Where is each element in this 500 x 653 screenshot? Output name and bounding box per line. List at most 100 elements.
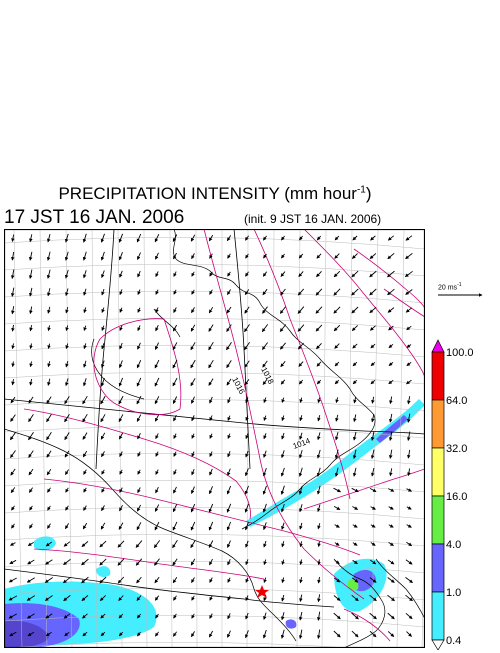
wind-vector [65, 360, 69, 368]
wind-vector [299, 559, 303, 566]
wind-vector [244, 503, 250, 513]
wind-vector [227, 630, 231, 638]
wind-vector [119, 289, 123, 296]
wind-vector [244, 485, 249, 495]
grid-latitude-line [4, 506, 425, 520]
wind-vector [406, 631, 412, 637]
wind-vector [388, 524, 394, 528]
isobar-3 [303, 229, 425, 380]
wind-vector [11, 505, 15, 511]
wind-vector [333, 288, 341, 296]
wind-vector [299, 415, 303, 422]
wind-vector [280, 503, 285, 513]
wind-vector [263, 235, 267, 241]
wind-vector [371, 467, 375, 477]
wind-vector [45, 559, 53, 565]
wind-vector [209, 595, 213, 601]
wind-vector [406, 379, 412, 385]
wind-vector [226, 306, 232, 314]
wind-vector [119, 487, 123, 493]
wind-vector [209, 433, 213, 439]
wind-vector [209, 468, 213, 476]
wind-vector [63, 595, 71, 601]
grid-latitude-line [4, 641, 355, 648]
wind-vector [208, 540, 214, 549]
wind-vector [352, 542, 358, 546]
wind-vector [352, 361, 358, 367]
colorbar-level-label: 32.0 [446, 443, 467, 455]
wind-vector [81, 541, 89, 547]
wind-vector [155, 631, 159, 637]
grid-longitude-line [39, 229, 48, 648]
wind-vector [298, 485, 303, 495]
wind-vector [47, 487, 51, 493]
wind-vector [11, 379, 15, 386]
wind-vector [389, 468, 393, 477]
wind-vector [317, 397, 321, 404]
wind-vector [29, 361, 33, 368]
wind-vector [334, 379, 340, 385]
wind-vector [83, 505, 87, 511]
wind-vector [279, 324, 287, 332]
init-time: (init. 9 JST 16 JAN. 2006) [244, 212, 382, 226]
wind-vector [65, 378, 69, 387]
wind-vector [173, 595, 177, 601]
wind-vector [245, 559, 249, 566]
wind-vector [82, 522, 88, 530]
wind-vector [316, 270, 322, 278]
wind-vector [64, 432, 70, 441]
wind-vector [154, 504, 160, 512]
wind-vector [315, 324, 323, 332]
wind-vector [191, 451, 195, 457]
wind-vector [404, 270, 413, 278]
wind-vector [65, 325, 69, 332]
valid-time: 17 JST 16 JAN. 2006 [4, 207, 185, 228]
wind-vector [262, 360, 268, 368]
wind-vector [370, 379, 376, 385]
title-exponent: -1 [356, 184, 366, 196]
wind-vector [226, 360, 232, 369]
wind-vector [227, 433, 231, 439]
wind-vector [226, 521, 232, 531]
wind-vector [100, 432, 106, 440]
wind-vector [262, 271, 268, 277]
border-south [4, 568, 335, 608]
wind-vector [64, 631, 70, 637]
wind-vector [370, 361, 376, 367]
wind-vector [11, 234, 15, 242]
grid-latitude-line [4, 587, 425, 601]
wind-vector [29, 343, 33, 350]
precip-band-core [376, 415, 408, 443]
wind-vector [316, 379, 322, 385]
wind-vector [209, 396, 213, 404]
wind-vector [226, 503, 232, 513]
map-frame [3, 228, 426, 649]
wind-vector [333, 306, 341, 314]
wind-vector [335, 397, 339, 404]
wind-vector [227, 253, 231, 259]
wind-vector [83, 288, 87, 296]
wind-vector [172, 558, 178, 566]
wind-vector [334, 542, 340, 546]
wind-vector [389, 413, 393, 423]
wind-vector [136, 360, 142, 369]
wind-vector [190, 378, 196, 387]
wind-vector [317, 594, 321, 603]
wind-vector [117, 540, 125, 548]
wind-vector [316, 235, 322, 241]
wind-vector [65, 306, 69, 314]
wind-vector [47, 325, 51, 332]
wind-vector [117, 558, 125, 566]
wind-vector [351, 288, 359, 296]
wind-vector [334, 577, 341, 583]
wind-vector [191, 631, 195, 638]
wind-vector [226, 235, 232, 242]
wind-vector [155, 613, 159, 619]
border-central [233, 229, 251, 470]
wind-vector [47, 306, 51, 314]
wind-vector [209, 415, 213, 422]
wind-vector [298, 253, 304, 259]
wind-vector [370, 559, 377, 565]
wind-vector [45, 631, 52, 637]
wind-vector [245, 253, 249, 259]
